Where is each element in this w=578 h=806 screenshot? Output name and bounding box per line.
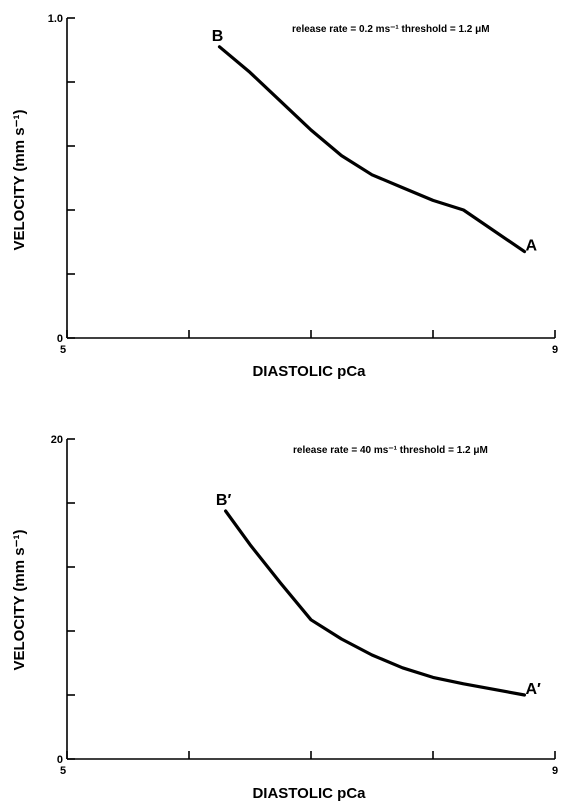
end-point-label: A′ — [526, 681, 542, 698]
x-axis-label: DIASTOLIC pCa — [252, 363, 366, 380]
annotation-text: release rate = 0.2 ms⁻¹ threshold = 1.2 … — [292, 24, 490, 35]
x-tick-label: 5 — [60, 765, 66, 777]
chart-panel-1: 0 1.0 5 9 DIASTOLIC pCa VELOCITY (mm s⁻¹) rele… — [11, 13, 558, 380]
annotation-text: release rate = 40 ms⁻¹ threshold = 1.2 μ… — [293, 445, 488, 456]
y-tick-label: 0 — [57, 333, 63, 345]
y-axis-label: VELOCITY (mm s⁻¹) — [11, 110, 28, 251]
y-tick-label: 0 — [57, 754, 63, 766]
y-tick-label: 1.0 — [48, 13, 63, 25]
x-tick-label: 5 — [60, 344, 66, 356]
x-axis-label: DIASTOLIC pCa — [252, 785, 366, 802]
start-point-label: B′ — [216, 492, 232, 509]
series-line — [217, 45, 527, 254]
start-point-label: B — [212, 28, 224, 45]
end-point-label: A — [526, 238, 538, 255]
x-tick-label: 9 — [552, 765, 558, 777]
chart-panel-2: 0 20 5 9 DIASTOLIC pCa VELOCITY (mm s⁻¹) relea… — [11, 434, 558, 802]
y-tick-label: 20 — [51, 434, 63, 446]
x-tick-label: 9 — [552, 344, 558, 356]
y-axis-label: VELOCITY (mm s⁻¹) — [11, 530, 28, 671]
series-line — [224, 509, 527, 697]
